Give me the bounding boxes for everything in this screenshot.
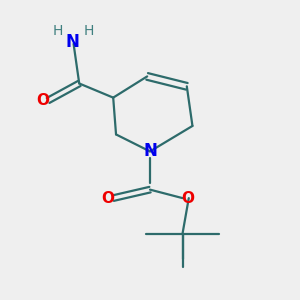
Text: N: N bbox=[143, 142, 157, 160]
Text: O: O bbox=[181, 190, 194, 206]
Text: H: H bbox=[53, 24, 63, 38]
Text: H: H bbox=[84, 24, 94, 38]
Text: N: N bbox=[65, 33, 79, 51]
Text: O: O bbox=[102, 190, 115, 206]
Text: O: O bbox=[37, 93, 50, 108]
